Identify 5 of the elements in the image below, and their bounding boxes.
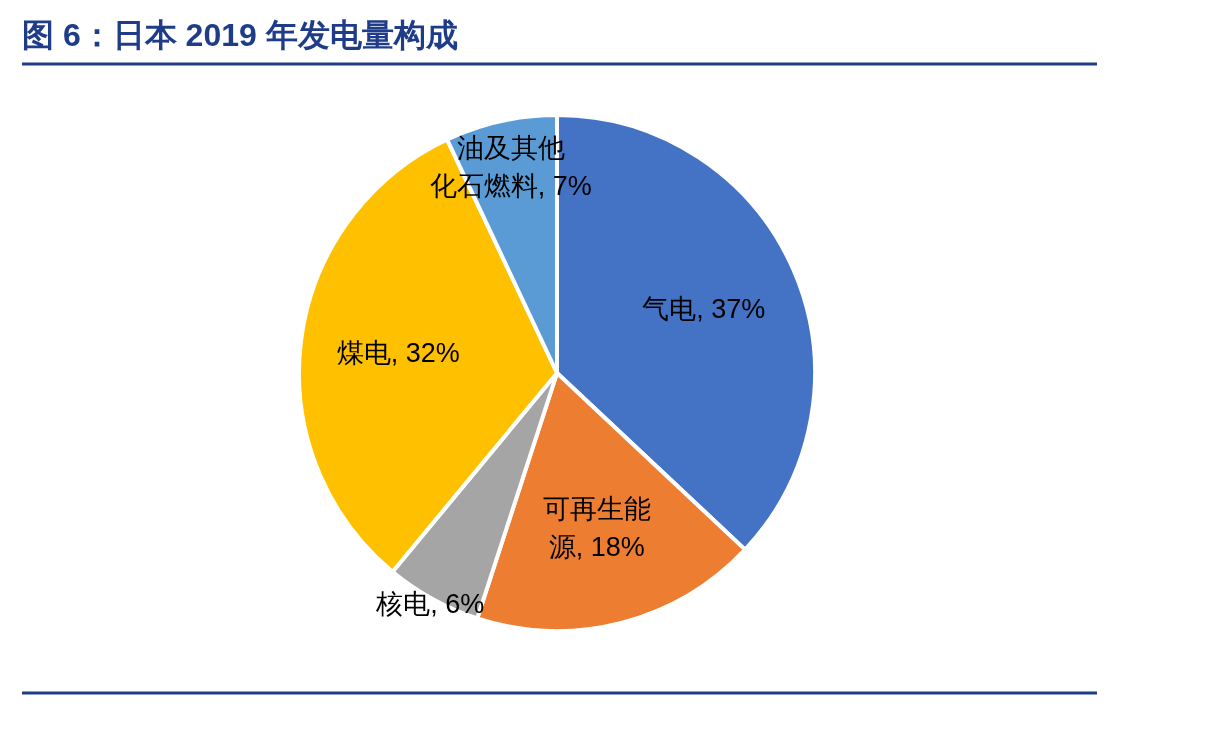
- slice-label: 核电, 6%: [375, 588, 485, 619]
- slice-label: 气电, 37%: [642, 294, 766, 325]
- slice-label: 煤电, 32%: [336, 337, 460, 368]
- slice-label: 可再生能源, 18%: [542, 493, 651, 562]
- chart-title: 图 6：日本 2019 年发电量构成: [22, 17, 458, 53]
